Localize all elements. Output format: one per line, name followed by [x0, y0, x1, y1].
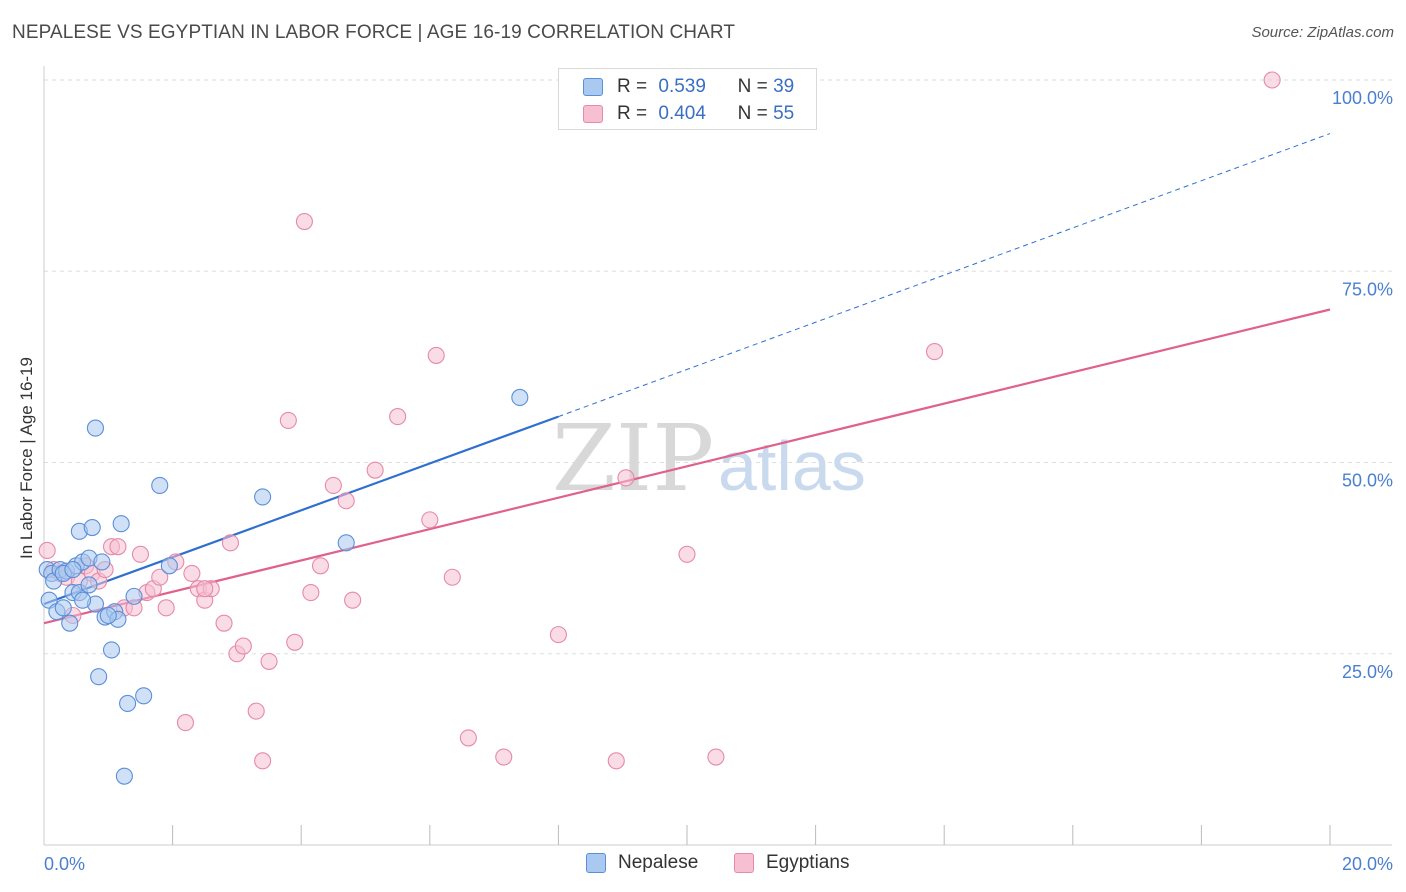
legend-n-value: 55: [773, 103, 795, 124]
y-tick-label: 100.0%: [1332, 88, 1393, 108]
nepalese-point: [151, 476, 169, 495]
egyptians-point: [247, 702, 265, 720]
y-tick-label: 50.0%: [1342, 471, 1393, 491]
nepalese-point: [64, 561, 82, 579]
legend-n-label: N =: [737, 76, 768, 97]
egyptians-point: [344, 591, 362, 609]
legend-swatch-nepalese: [586, 853, 606, 873]
x-tick-label: 20.0%: [1342, 854, 1393, 874]
nepalese-point: [83, 518, 101, 537]
egyptians-point: [459, 729, 477, 747]
watermark-atlas: atlas: [718, 427, 866, 505]
grid-layer: [44, 79, 1392, 655]
nepalese-trend-line: [43, 415, 559, 606]
egyptians-point: [38, 541, 56, 560]
nepalese-point: [80, 576, 98, 594]
nepalese-point: [125, 587, 143, 605]
egyptians-point: [707, 748, 725, 766]
egyptians-point: [254, 752, 272, 770]
correlation-legend: R = 0.539 N = 39 R = 0.404 N = 55: [558, 68, 817, 130]
egyptians-point: [157, 599, 175, 617]
nepalese-point: [86, 419, 104, 437]
trend-layer: [43, 133, 1331, 625]
nepalese-point: [54, 599, 72, 617]
nepalese-point: [61, 614, 79, 632]
egyptians-point: [549, 626, 567, 644]
nepalese-trend-extension: [558, 133, 1331, 418]
nepalese-point: [160, 557, 178, 575]
egyptians-point: [607, 752, 625, 770]
egyptians-point: [234, 637, 252, 655]
chart-title: NEPALESE VS EGYPTIAN IN LABOR FORCE | AG…: [12, 22, 736, 43]
egyptians-point: [1263, 71, 1281, 89]
egyptians-point: [109, 538, 127, 556]
legend-r-value: 0.404: [658, 103, 706, 124]
y-tick-label: 75.0%: [1342, 279, 1393, 299]
legend-r-value: 0.539: [658, 76, 706, 97]
egyptians-point: [389, 408, 407, 426]
nepalese-point: [511, 388, 529, 407]
y-tick-label: 25.0%: [1342, 662, 1393, 682]
egyptians-point: [151, 568, 169, 586]
x-tick-label: 0.0%: [44, 854, 85, 874]
chart-source: Source: ZipAtlas.com: [1251, 24, 1394, 41]
egyptians-point: [678, 545, 696, 563]
egyptians-point: [260, 652, 278, 670]
egyptians-point: [311, 557, 330, 575]
egyptians-point: [926, 343, 944, 361]
legend-n-value: 39: [773, 76, 795, 97]
legend-n-label: N =: [737, 103, 768, 124]
legend-r-label: R =: [617, 76, 648, 97]
legend-label-egyptians: Egyptians: [766, 852, 850, 873]
legend-label-nepalese: Nepalese: [618, 852, 699, 873]
egyptians-point: [221, 534, 240, 552]
nepalese-point: [337, 534, 355, 552]
egyptians-point: [421, 511, 439, 529]
nepalese-point: [99, 606, 117, 625]
legend-swatch-nepalese: [583, 78, 603, 96]
y-axis-title: In Labor Force | Age 16-19: [17, 357, 36, 559]
nepalese-point: [115, 767, 133, 785]
egyptians-point: [131, 545, 149, 563]
egyptians-point: [196, 580, 214, 598]
nepalese-point: [135, 687, 153, 705]
nepalese-point: [90, 668, 108, 686]
nepalese-point: [119, 694, 137, 713]
nepalese-point: [102, 641, 121, 659]
nepalese-point: [254, 488, 272, 506]
nepalese-point: [74, 591, 92, 609]
egyptians-point: [176, 714, 195, 732]
points-layer: [38, 71, 1281, 785]
egyptians-trend-line: [43, 308, 1331, 625]
egyptians-point: [324, 476, 342, 495]
watermark-zip: ZIP: [552, 405, 714, 512]
egyptians-point: [183, 564, 201, 582]
egyptians-point: [215, 614, 233, 632]
egyptians-point: [495, 748, 513, 766]
watermark: ZIP atlas: [552, 405, 866, 512]
egyptians-point: [617, 469, 635, 487]
egyptians-point: [337, 492, 355, 510]
egyptians-point: [295, 212, 313, 231]
egyptians-point: [366, 461, 384, 479]
legend-swatch-egyptians: [734, 853, 754, 873]
axis-layer: 25.0% 50.0% 75.0% 100.0% 0.0% 20.0%: [43, 66, 1393, 874]
nepalese-point: [112, 515, 130, 533]
egyptians-point: [427, 346, 445, 364]
egyptians-point: [443, 568, 461, 586]
egyptians-point: [302, 583, 320, 602]
legend-r-label: R =: [617, 103, 648, 124]
nepalese-point: [93, 553, 111, 571]
egyptians-point: [286, 633, 304, 651]
egyptians-point: [279, 411, 297, 429]
legend-swatch-egyptians: [583, 105, 603, 123]
